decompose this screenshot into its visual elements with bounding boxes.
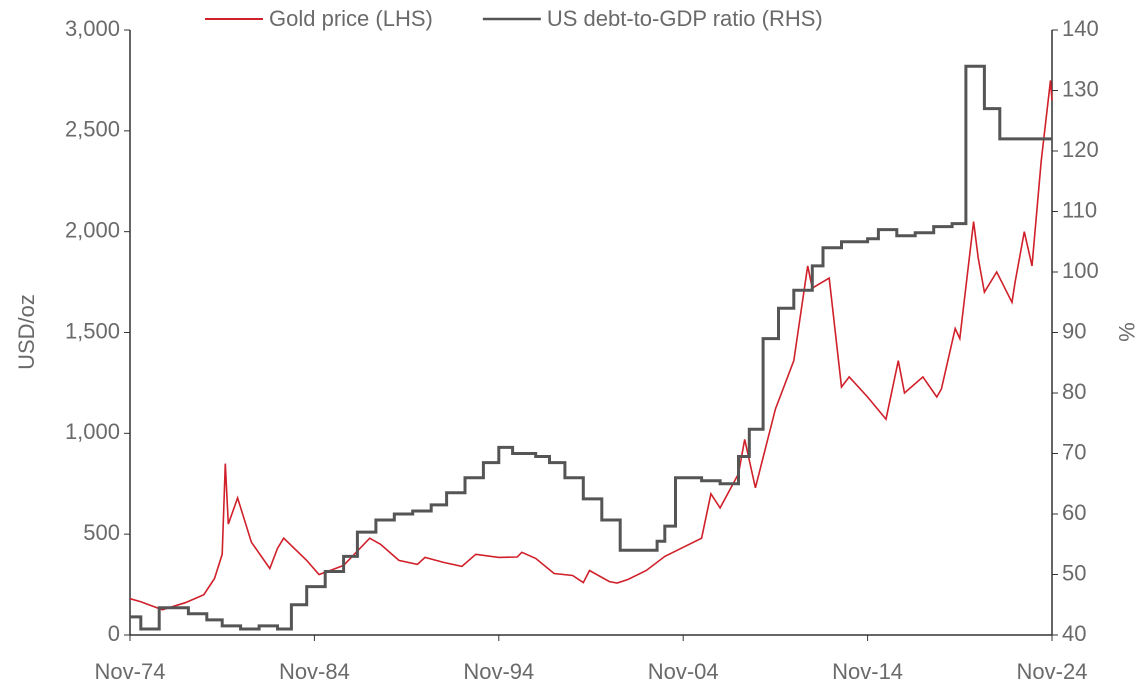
legend-label: Gold price (LHS) <box>269 6 433 31</box>
y2-tick-label: 50 <box>1062 560 1086 585</box>
y-axis-label: USD/oz <box>14 294 39 370</box>
y2-tick-label: 110 <box>1062 197 1097 222</box>
x-tick-label: Nov-24 <box>1017 659 1088 684</box>
legend-label: US debt-to-GDP ratio (RHS) <box>547 6 823 31</box>
y-tick-label: 2,000 <box>65 217 120 242</box>
x-tick-label: Nov-94 <box>463 659 534 684</box>
y-tick-label: 1,000 <box>65 419 120 444</box>
y2-tick-label: 70 <box>1062 439 1086 464</box>
x-tick-label: Nov-84 <box>279 659 350 684</box>
y2-tick-label: 80 <box>1062 379 1086 404</box>
y2-tick-label: 90 <box>1062 318 1086 343</box>
y-tick-label: 500 <box>83 520 120 545</box>
x-tick-label: Nov-74 <box>95 659 166 684</box>
x-tick-label: Nov-14 <box>832 659 903 684</box>
y2-tick-label: 120 <box>1062 137 1099 162</box>
y-tick-label: 3,000 <box>65 16 120 41</box>
y2-tick-label: 100 <box>1062 258 1099 283</box>
y-tick-label: 0 <box>108 621 120 646</box>
y-tick-label: 1,500 <box>65 318 120 343</box>
x-tick-label: Nov-04 <box>648 659 719 684</box>
series-line <box>129 80 1053 611</box>
y2-tick-label: 130 <box>1062 76 1099 101</box>
series-line <box>130 64 1052 631</box>
y2-axis-label: % <box>1114 322 1139 342</box>
y2-tick-label: 40 <box>1062 621 1086 646</box>
y2-tick-label: 60 <box>1062 500 1086 525</box>
y2-tick-label: 140 <box>1062 16 1099 41</box>
y-tick-label: 2,500 <box>65 117 120 142</box>
